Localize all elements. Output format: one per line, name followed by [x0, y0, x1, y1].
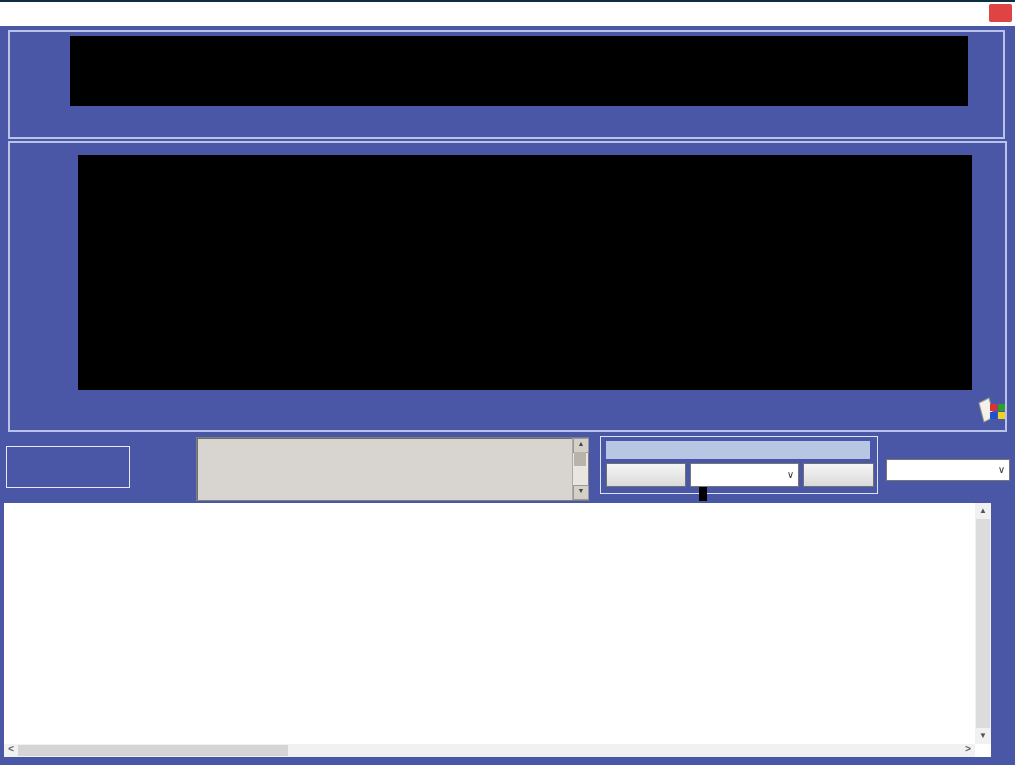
selected-waveform-panel: [8, 141, 1007, 432]
chevron-down-icon: [783, 470, 798, 481]
scrollbar-thumb[interactable]: [18, 745, 288, 756]
overview-waveform-plot[interactable]: [70, 36, 968, 106]
cmd-data-scrollbar[interactable]: [572, 438, 589, 500]
title-bar[interactable]: [0, 2, 1015, 26]
selected-waveform: [78, 155, 972, 390]
cmd-data-textbox[interactable]: [196, 437, 589, 501]
search-groupbox: [600, 436, 878, 501]
annotation-legend: [6, 446, 130, 488]
scroll-down-icon[interactable]: [573, 485, 589, 500]
scroll-up-icon[interactable]: [975, 503, 991, 519]
message-table-container: [4, 503, 991, 757]
chevron-down-icon: [994, 465, 1009, 476]
overview-waveform: [70, 36, 968, 106]
table-horizontal-scrollbar[interactable]: [4, 744, 975, 757]
cmd-data-text: [200, 439, 570, 499]
close-button[interactable]: [989, 4, 1012, 22]
palette-icon: [978, 397, 1005, 423]
overview-channel-toggles: [70, 122, 690, 138]
overview-panel: [8, 30, 1005, 139]
overview-time-ticks: [70, 109, 968, 123]
selected-waveform-plot[interactable]: [78, 155, 972, 390]
palette-icon[interactable]: [977, 395, 1007, 427]
scroll-left-icon[interactable]: [4, 744, 18, 757]
scroll-up-icon[interactable]: [573, 438, 589, 453]
scrollbar-thumb[interactable]: [574, 452, 586, 466]
search-count-badge: [699, 487, 707, 501]
scroll-right-icon[interactable]: [961, 744, 975, 757]
next-button[interactable]: [803, 463, 874, 487]
window-top-border: [0, 0, 1015, 2]
scrollbar-thumb[interactable]: [976, 519, 990, 728]
search-filter-dropdown[interactable]: [690, 463, 799, 487]
show-messages-dropdown[interactable]: [886, 459, 1010, 481]
previous-button[interactable]: [606, 463, 686, 487]
table-vertical-scrollbar[interactable]: [975, 503, 991, 744]
search-title: [606, 441, 870, 459]
detail-time-ticks: [78, 395, 972, 409]
detail-channel-toggles: [10, 410, 630, 426]
scroll-down-icon[interactable]: [975, 728, 991, 744]
